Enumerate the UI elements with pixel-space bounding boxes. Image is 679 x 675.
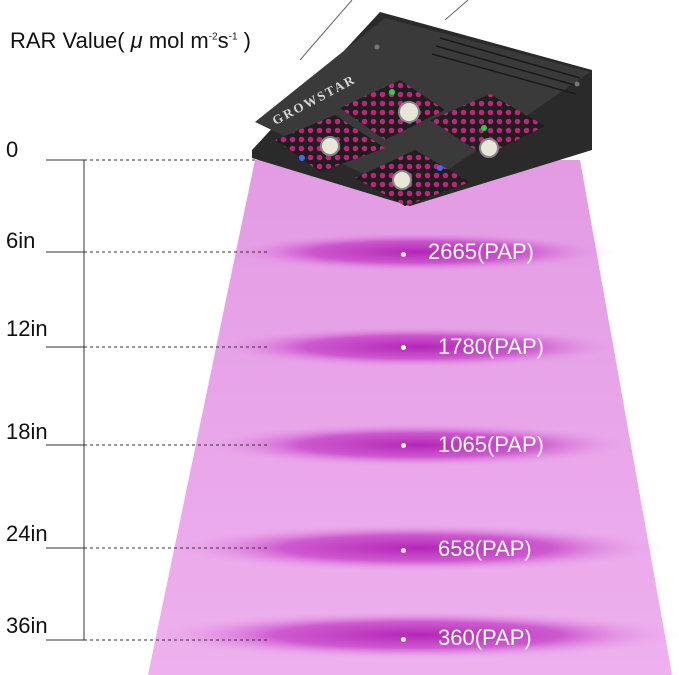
grow-light-fixture: [252, 12, 592, 206]
intensity-band-36in: [156, 611, 679, 659]
par-value: 1780(PAP): [438, 334, 544, 359]
par-value: 2665(PAP): [428, 239, 534, 264]
title-s: s: [217, 28, 229, 53]
par-value: 360(PAP): [438, 625, 532, 650]
value-bullet: [401, 548, 406, 553]
title-prefix: RAR Value(: [10, 28, 131, 53]
par-value: 1065(PAP): [438, 432, 544, 457]
distance-label: 6in: [6, 228, 36, 253]
chart-title: RAR Value( μ mol m-2s-1 ): [10, 28, 251, 54]
hanger-wire: [444, 0, 469, 21]
intensity-band-24in: [173, 524, 663, 572]
distance-label: 12in: [6, 316, 48, 341]
title-unit: mol m: [142, 28, 209, 53]
value-bullet: [401, 443, 406, 448]
title-mu: μ: [130, 28, 143, 53]
title-suffix: ): [237, 28, 251, 53]
hanger-wire: [299, 0, 353, 61]
distance-label: 24in: [6, 521, 48, 546]
value-bullet: [401, 637, 406, 642]
intensity-band-18in: [203, 423, 633, 467]
intensity-band-12in: [213, 326, 623, 368]
distance-label: 0: [6, 137, 19, 162]
title-sup1: -2: [208, 31, 218, 43]
distance-label: 18in: [6, 419, 48, 444]
value-bullet: [401, 345, 406, 350]
level-lines: [46, 159, 270, 641]
title-sup2: -1: [228, 31, 238, 43]
value-bullet: [401, 252, 406, 257]
intensity-band-6in: [223, 232, 613, 272]
distance-label: 36in: [6, 613, 48, 638]
par-value: 658(PAP): [438, 536, 532, 561]
